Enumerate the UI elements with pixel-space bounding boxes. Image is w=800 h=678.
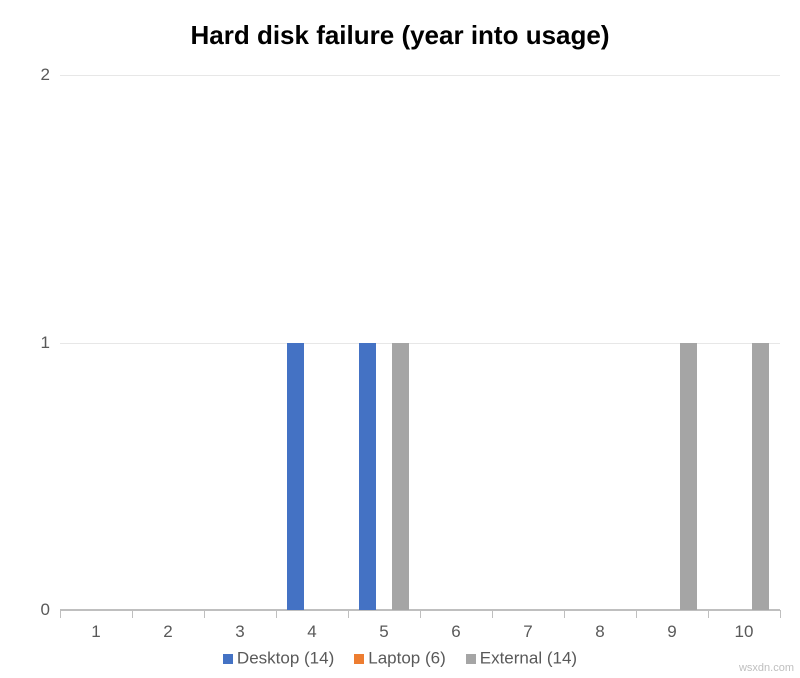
x-tick <box>636 610 637 618</box>
x-tick-label: 9 <box>667 610 676 642</box>
legend-swatch <box>466 654 476 664</box>
gridline <box>60 343 780 344</box>
bar <box>752 343 769 611</box>
legend-label: External (14) <box>480 649 577 668</box>
x-tick-label: 3 <box>235 610 244 642</box>
bar <box>359 343 376 611</box>
legend-swatch <box>354 654 364 664</box>
legend-label: Desktop (14) <box>237 649 334 668</box>
x-tick-label: 6 <box>451 610 460 642</box>
legend-item: Laptop (6) <box>354 648 446 669</box>
gridline <box>60 75 780 76</box>
x-tick <box>132 610 133 618</box>
x-tick-label: 1 <box>91 610 100 642</box>
x-tick <box>348 610 349 618</box>
legend: Desktop (14) Laptop (6) External (14) <box>0 648 800 669</box>
x-tick <box>204 610 205 618</box>
legend-item: Desktop (14) <box>223 648 334 669</box>
y-tick-label: 0 <box>41 600 60 620</box>
bar <box>392 343 409 611</box>
x-tick <box>60 610 61 618</box>
x-tick-label: 2 <box>163 610 172 642</box>
x-tick-label: 7 <box>523 610 532 642</box>
plot-area: 01212345678910 <box>60 75 780 610</box>
x-tick <box>420 610 421 618</box>
x-tick <box>708 610 709 618</box>
legend-item: External (14) <box>466 648 577 669</box>
x-tick <box>780 610 781 618</box>
x-tick-label: 4 <box>307 610 316 642</box>
legend-swatch <box>223 654 233 664</box>
bar <box>680 343 697 611</box>
x-tick-label: 5 <box>379 610 388 642</box>
x-tick <box>564 610 565 618</box>
x-tick-label: 10 <box>735 610 754 642</box>
y-tick-label: 2 <box>41 65 60 85</box>
watermark: wsxdn.com <box>739 662 794 674</box>
legend-label: Laptop (6) <box>368 649 446 668</box>
bar <box>287 343 304 611</box>
y-tick-label: 1 <box>41 333 60 353</box>
chart-title: Hard disk failure (year into usage) <box>0 20 800 51</box>
x-tick <box>276 610 277 618</box>
x-tick <box>492 610 493 618</box>
x-tick-label: 8 <box>595 610 604 642</box>
